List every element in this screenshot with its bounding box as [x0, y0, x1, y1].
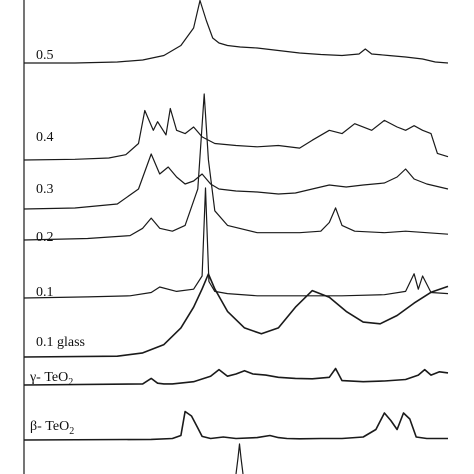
spectrum-line-bottom-fragment	[235, 443, 244, 474]
series-label-gamma-teo2: γ- TeO2	[29, 370, 73, 388]
spectrum-line-0.3	[23, 153, 449, 210]
series-label-beta-teo2: β- TeO2	[30, 419, 74, 437]
spectrum-line-0.4	[23, 107, 449, 161]
spectrum-line-0.1	[23, 187, 449, 299]
spectrum-line--TeO2	[23, 367, 449, 386]
series-label-0.4: 0.4	[36, 130, 54, 145]
spectra-traces	[23, 0, 449, 474]
spectrum-line-0.5	[24, 0, 449, 64]
spectrum-line-0.1-glass	[23, 273, 449, 358]
series-label-0.5: 0.5	[36, 48, 54, 63]
series-label-0.3: 0.3	[36, 182, 54, 197]
series-label-0.2: 0.2	[36, 230, 54, 245]
series-label-0.1: 0.1	[36, 285, 54, 300]
series-label-0.1-glass: 0.1 glass	[36, 335, 85, 350]
spectrum-line-0.2	[23, 93, 449, 241]
spectrum-line--TeO2	[23, 410, 448, 441]
